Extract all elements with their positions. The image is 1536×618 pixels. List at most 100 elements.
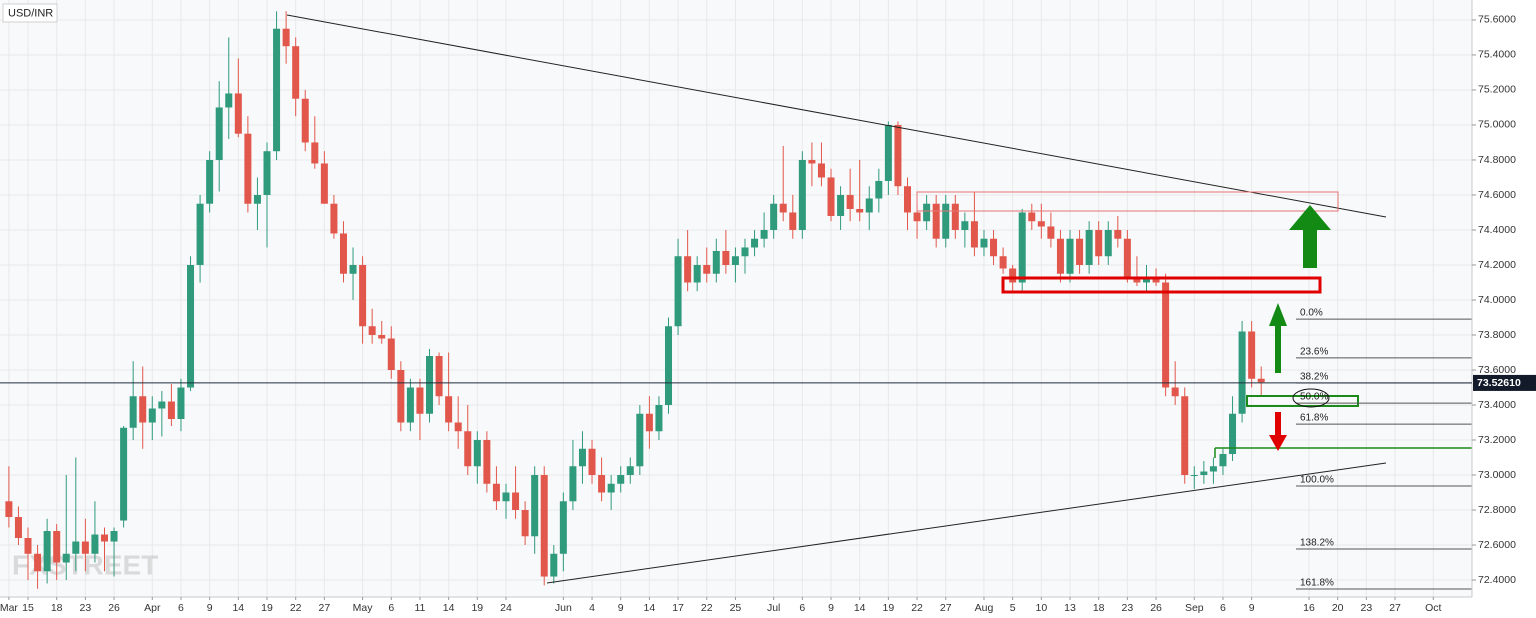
candle-body	[779, 203, 787, 213]
x-tick-label: Jun	[555, 602, 572, 614]
x-tick-label: 18	[1093, 602, 1105, 614]
fib-label: 61.8%	[1300, 413, 1328, 424]
axes: 72.4000 72.6000 72.8000 73.0000 73.2000 73.40…	[0, 14, 1516, 614]
candle-body	[1190, 475, 1198, 477]
candle-body	[387, 338, 395, 370]
x-tick-label: 5	[1010, 602, 1016, 614]
x-tick-label: 10	[1035, 602, 1047, 614]
x-tick-label: 11	[415, 602, 426, 614]
candle-body	[1248, 331, 1256, 379]
x-tick-label: 14	[854, 602, 866, 614]
candle-body	[234, 93, 242, 134]
y-tick-label: 73.8000	[1478, 329, 1516, 341]
candle-body	[923, 203, 931, 222]
candle-body	[1219, 454, 1227, 467]
x-tick-label: Aug	[975, 602, 994, 614]
support-box	[1001, 276, 1322, 294]
x-tick-label: 20	[1332, 602, 1344, 614]
candle-body	[875, 180, 883, 199]
candle-body	[1142, 278, 1150, 283]
trend-line	[286, 14, 1387, 218]
candle-body	[24, 538, 32, 554]
x-tick-label: 14	[443, 602, 455, 614]
candle-body	[492, 483, 500, 502]
candle-body	[1209, 466, 1217, 472]
x-tick-label: 23	[1361, 602, 1373, 614]
chart-title: USD/INR	[8, 7, 53, 19]
candle-body	[1181, 396, 1189, 476]
last-price-label: 73.52610	[1477, 377, 1521, 389]
fib-label: 161.8%	[1300, 578, 1334, 589]
arrow-up	[1275, 325, 1281, 373]
candle-body	[789, 212, 797, 230]
candle-body	[904, 186, 912, 213]
candle-body	[148, 408, 156, 423]
x-tick-label: 17	[672, 602, 684, 614]
candle-body	[827, 177, 835, 216]
candle-body	[1009, 268, 1017, 283]
x-tick-label: 27	[940, 602, 952, 614]
fib-label: 138.2%	[1300, 538, 1334, 549]
arrow-up	[1289, 205, 1331, 230]
candle-body	[330, 203, 338, 234]
candle-body	[578, 448, 586, 467]
candle-body	[1200, 471, 1208, 476]
x-tick-label: 23	[1122, 602, 1134, 614]
x-tick-label: 9	[618, 602, 624, 614]
candle-body	[43, 531, 51, 572]
arrow-up	[1303, 230, 1317, 268]
y-tick-label: 73.0000	[1478, 469, 1516, 481]
candle-body	[454, 422, 462, 432]
candle-body	[1037, 221, 1045, 227]
candle-body	[1085, 229, 1093, 265]
x-tick-label: 15	[22, 602, 34, 614]
x-tick-label: 26	[108, 602, 120, 614]
candle-body	[225, 93, 233, 108]
last-price-box	[1473, 374, 1536, 391]
candle-body	[760, 229, 768, 239]
candle-body	[435, 355, 443, 397]
x-tick-label: 26	[1150, 602, 1162, 614]
candle-body	[1076, 238, 1084, 265]
arrow-down	[1269, 435, 1287, 451]
candle-body	[942, 203, 950, 239]
candle-body	[473, 440, 481, 467]
x-tick-label: 13	[1064, 602, 1076, 614]
y-tick-label: 74.6000	[1478, 189, 1516, 201]
candles	[5, 11, 1265, 589]
candle-body	[894, 124, 902, 187]
x-tick-label: 19	[883, 602, 895, 614]
x-tick-label: Apr	[144, 602, 161, 614]
candle-body	[72, 541, 80, 554]
x-tick-label: 19	[261, 602, 273, 614]
candle-body	[617, 475, 625, 484]
candle-body	[999, 256, 1007, 269]
x-tick-label: Jul	[767, 602, 780, 614]
drawings	[286, 14, 1472, 584]
x-tick-label: 24	[500, 602, 512, 614]
y-tick-label: 74.0000	[1478, 294, 1516, 306]
y-tick-label: 74.8000	[1478, 154, 1516, 166]
candle-body	[110, 531, 118, 542]
candle-body	[970, 221, 978, 248]
x-tick-label: 25	[730, 602, 742, 614]
y-tick-label: 75.0000	[1478, 119, 1516, 131]
candle-body	[961, 221, 969, 230]
candle-body	[301, 98, 309, 143]
fib-label: 23.6%	[1300, 347, 1328, 358]
x-tick-label: 22	[290, 602, 302, 614]
candle-body	[320, 163, 328, 204]
candle-body	[62, 553, 70, 563]
fib-label: 0.0%	[1300, 308, 1323, 319]
candle-body	[1066, 238, 1074, 274]
candle-body	[837, 194, 845, 216]
candle-body	[292, 46, 300, 99]
candle-body	[932, 203, 940, 239]
x-tick-label: 6	[388, 602, 394, 614]
arrow-down	[1275, 412, 1281, 436]
candle-body	[311, 142, 319, 164]
candle-body	[636, 413, 644, 467]
candle-body	[540, 475, 548, 577]
trend-line	[546, 462, 1387, 584]
x-tick-label: 19	[471, 602, 483, 614]
